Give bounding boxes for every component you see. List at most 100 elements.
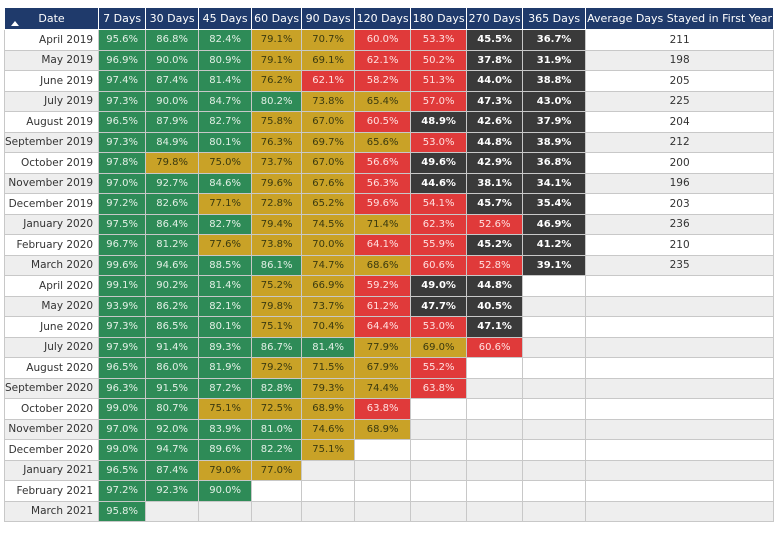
table-row[interactable]: January 2021 96.5% 87.4% 79.0% 77.0% — [3, 459, 775, 481]
retention-cell: 97.4% — [98, 70, 147, 92]
retention-cell: 73.7% — [251, 152, 303, 174]
retention-cell: 84.6% — [198, 172, 253, 194]
retention-cell: 72.5% — [251, 398, 303, 420]
empty-cell — [301, 500, 356, 522]
table-row[interactable]: December 2020 99.0% 94.7% 89.6% 82.2% 75.1% — [3, 439, 775, 461]
column-header-45-days[interactable]: 45 Days — [198, 7, 253, 30]
retention-cell: 75.1% — [198, 398, 253, 420]
table-row[interactable]: May 2020 93.9% 86.2% 82.1% 79.8% 73.7% 61.2% 47… — [3, 295, 775, 317]
date-cell: December 2019 — [3, 193, 100, 215]
retention-cell: 64.4% — [354, 316, 412, 338]
retention-cell: 41.2% — [522, 234, 587, 256]
date-cell: July 2019 — [3, 90, 100, 112]
retention-cell: 97.9% — [98, 336, 147, 358]
retention-cell: 97.0% — [98, 172, 147, 194]
retention-cell: 70.4% — [301, 316, 356, 338]
retention-cell: 91.5% — [145, 377, 200, 399]
retention-cell: 74.4% — [354, 377, 412, 399]
retention-cell: 96.3% — [98, 377, 147, 399]
empty-cell — [410, 500, 468, 522]
retention-cell: 75.0% — [198, 152, 253, 174]
date-cell: October 2019 — [3, 152, 100, 174]
retention-cell: 97.0% — [98, 418, 147, 440]
retention-cell: 49.0% — [410, 275, 468, 297]
table-row[interactable]: December 2019 97.2% 82.6% 77.1% 72.8% 65.2% 59… — [3, 193, 775, 215]
retention-cell: 60.5% — [354, 111, 412, 133]
retention-cell: 59.2% — [354, 275, 412, 297]
table-row[interactable]: July 2020 97.9% 91.4% 89.3% 86.7% 81.4% 77.9% 6… — [3, 336, 775, 358]
retention-cell: 68.6% — [354, 254, 412, 276]
table-row[interactable]: August 2020 96.5% 86.0% 81.9% 79.2% 71.5% 67.9… — [3, 357, 775, 379]
date-cell: May 2020 — [3, 295, 100, 317]
column-header-180-days[interactable]: 180 Days — [410, 7, 468, 30]
table-row[interactable]: May 2019 96.9% 90.0% 80.9% 79.1% 69.1% 62.1% 50… — [3, 49, 775, 71]
retention-cell: 80.1% — [198, 316, 253, 338]
column-header-270-days[interactable]: 270 Days — [466, 7, 524, 30]
table-row[interactable]: April 2019 95.6% 86.8% 82.4% 79.1% 70.7% 60.0%… — [3, 29, 775, 51]
average-days-cell — [585, 418, 775, 440]
empty-cell — [354, 439, 412, 461]
column-header-365-days[interactable]: 365 Days — [522, 7, 587, 30]
retention-cell: 90.0% — [145, 49, 200, 71]
average-days-cell: 205 — [585, 70, 775, 92]
date-cell: March 2021 — [3, 500, 100, 522]
table-row[interactable]: January 2020 97.5% 86.4% 82.7% 79.4% 74.5% 71.… — [3, 213, 775, 235]
average-days-cell: 200 — [585, 152, 775, 174]
table-row[interactable]: April 2020 99.1% 90.2% 81.4% 75.2% 66.9% 59.2%… — [3, 275, 775, 297]
retention-cell: 96.5% — [98, 111, 147, 133]
table-row[interactable]: July 2019 97.3% 90.0% 84.7% 80.2% 73.8% 65.4% 5… — [3, 90, 775, 112]
retention-cell: 81.9% — [198, 357, 253, 379]
retention-cell: 86.1% — [251, 254, 303, 276]
empty-cell — [410, 418, 468, 440]
column-header-date[interactable]: Date — [3, 7, 100, 30]
column-header-60-days[interactable]: 60 Days — [251, 7, 303, 30]
retention-cell: 97.2% — [98, 480, 147, 502]
table-row[interactable]: March 2021 95.8% — [3, 500, 775, 522]
column-header-7-days[interactable]: 7 Days — [98, 7, 147, 30]
sort-ascending-icon[interactable] — [11, 21, 19, 26]
retention-cell: 77.0% — [251, 459, 303, 481]
table-row[interactable]: October 2020 99.0% 80.7% 75.1% 72.5% 68.9% 63.… — [3, 398, 775, 420]
empty-cell — [354, 480, 412, 502]
column-header-90-days[interactable]: 90 Days — [301, 7, 356, 30]
average-days-cell: 203 — [585, 193, 775, 215]
table-row[interactable]: June 2019 97.4% 87.4% 81.4% 76.2% 62.1% 58.2% 5… — [3, 70, 775, 92]
retention-cell: 36.7% — [522, 29, 587, 51]
retention-cell: 86.7% — [251, 336, 303, 358]
retention-cell: 87.2% — [198, 377, 253, 399]
average-days-cell — [585, 398, 775, 420]
retention-cell: 79.6% — [251, 172, 303, 194]
retention-cell: 87.4% — [145, 70, 200, 92]
table-row[interactable]: October 2019 97.8% 79.8% 75.0% 73.7% 67.0% 56.… — [3, 152, 775, 174]
average-days-cell — [585, 459, 775, 481]
empty-cell — [522, 295, 587, 317]
retention-cell: 79.8% — [145, 152, 200, 174]
column-header-30-days[interactable]: 30 Days — [145, 7, 200, 30]
table-row[interactable]: November 2019 97.0% 92.7% 84.6% 79.6% 67.6% 56… — [3, 172, 775, 194]
table-row[interactable]: September 2019 97.3% 84.9% 80.1% 76.3% 69.7% 6… — [3, 131, 775, 153]
retention-cell: 86.5% — [145, 316, 200, 338]
table-row[interactable]: February 2021 97.2% 92.3% 90.0% — [3, 480, 775, 502]
retention-cell: 52.6% — [466, 213, 524, 235]
table-row[interactable]: September 2020 96.3% 91.5% 87.2% 82.8% 79.3% 7… — [3, 377, 775, 399]
retention-cell: 62.1% — [301, 70, 356, 92]
retention-cell: 50.2% — [410, 49, 468, 71]
retention-cell: 84.7% — [198, 90, 253, 112]
empty-cell — [198, 500, 253, 522]
column-header-average-days[interactable]: Average Days Stayed in First Year — [585, 7, 775, 30]
table-row[interactable]: June 2020 97.3% 86.5% 80.1% 75.1% 70.4% 64.4% 5… — [3, 316, 775, 338]
column-header-120-days[interactable]: 120 Days — [354, 7, 412, 30]
table-row[interactable]: August 2019 96.5% 87.9% 82.7% 75.8% 67.0% 60.5… — [3, 111, 775, 133]
average-days-cell: 211 — [585, 29, 775, 51]
retention-cell: 79.4% — [251, 213, 303, 235]
table-row[interactable]: February 2020 96.7% 81.2% 77.6% 73.8% 70.0% 64… — [3, 234, 775, 256]
empty-cell — [251, 480, 303, 502]
retention-cell: 36.8% — [522, 152, 587, 174]
retention-cell: 37.8% — [466, 49, 524, 71]
table-row[interactable]: November 2020 97.0% 92.0% 83.9% 81.0% 74.6% 68… — [3, 418, 775, 440]
date-cell: November 2019 — [3, 172, 100, 194]
empty-cell — [522, 398, 587, 420]
table-row[interactable]: March 2020 99.6% 94.6% 88.5% 86.1% 74.7% 68.6%… — [3, 254, 775, 276]
retention-cell: 63.8% — [354, 398, 412, 420]
retention-cell: 49.6% — [410, 152, 468, 174]
